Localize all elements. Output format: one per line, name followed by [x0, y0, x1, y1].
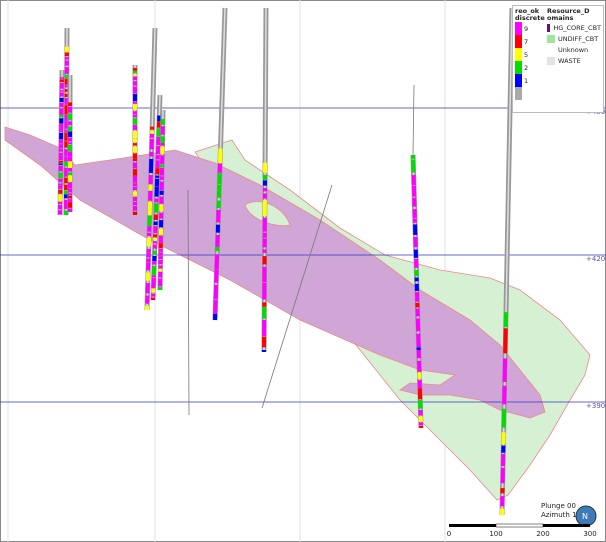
legend-label: 5	[524, 50, 529, 59]
thin-traces	[187, 84, 415, 416]
domain-legend: Resource_Domains HG_CORE_CBT UNDIFF_CBT …	[547, 8, 601, 66]
scale-label: 0	[447, 530, 451, 538]
drill-holes	[57, 7, 515, 516]
legend-label: 7	[524, 37, 529, 46]
plunge: Plunge 00	[541, 502, 576, 510]
scale-label: 300	[583, 530, 596, 538]
undiff-lens	[244, 201, 291, 227]
scale-label: 100	[489, 530, 502, 538]
scale-label: 200	[536, 530, 549, 538]
legend-title: reo_ok discrete	[515, 7, 545, 22]
legend-label: 2	[524, 63, 529, 72]
compass-glyph: N	[582, 512, 588, 521]
elevation-label: +3900	[586, 402, 606, 410]
azimuth: Azimuth 164	[541, 511, 586, 519]
grade-legend: reo_ok discrete 9 7 5 2 1	[515, 8, 545, 100]
legend-label: 9	[524, 24, 529, 33]
legend-title: Resource_Domains	[547, 7, 590, 22]
legend-label: UNDIFF_CBT	[558, 34, 599, 43]
legend-label: WASTE	[558, 56, 581, 65]
scale-bar: 0 100 200 300	[447, 523, 597, 538]
legend-label: 1	[524, 76, 529, 85]
legend-label: Unknown	[558, 45, 589, 54]
legend-label: HG_CORE_CBT	[553, 23, 601, 32]
legend: reo_ok discrete 9 7 5 2 1 Resource_Domai…	[512, 5, 604, 113]
drill-hole-highlight	[501, 7, 513, 516]
elevation-label: +4200	[586, 255, 606, 263]
